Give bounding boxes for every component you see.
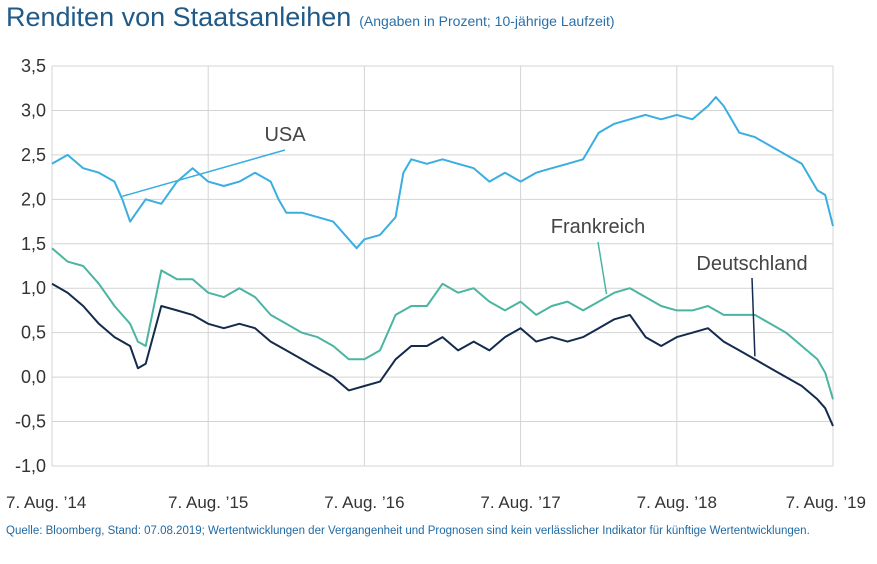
y-tick-label: -0,5 bbox=[15, 412, 46, 432]
y-tick-label: 1,0 bbox=[21, 278, 46, 298]
y-tick-label: 0,5 bbox=[21, 323, 46, 343]
series-lines bbox=[51, 96, 834, 427]
y-tick-label: 0,0 bbox=[21, 367, 46, 387]
series-labels: USA Frankreich Deutschland bbox=[122, 124, 808, 357]
line-chart: 3,5 3,0 2,5 2,0 1,5 1,0 0,5 0,0 -0,5 -1,0 7. Aug.… bbox=[6, 56, 866, 512]
x-tick-label: 7. Aug. ’18 bbox=[637, 493, 717, 512]
y-tick-label: 1,5 bbox=[21, 234, 46, 254]
series-line-usa bbox=[51, 96, 834, 250]
grid bbox=[51, 65, 834, 467]
source-note: Quelle: Bloomberg, Stand: 07.08.2019; We… bbox=[6, 525, 810, 537]
chart-title-block: Renditen von Staatsanleihen (Angaben in P… bbox=[6, 2, 615, 33]
series-label-frankreich: Frankreich bbox=[551, 216, 645, 238]
y-tick-label: 3,0 bbox=[21, 100, 46, 120]
x-tick-label: 7. Aug. ’19 bbox=[786, 493, 866, 512]
y-tick-label: 3,5 bbox=[21, 56, 46, 76]
y-tick-label: -1,0 bbox=[15, 456, 46, 476]
series-line-deutschland bbox=[51, 282, 834, 427]
y-tick-label: 2,5 bbox=[21, 145, 46, 165]
label-leader-usa bbox=[122, 149, 286, 198]
x-tick-label: 7. Aug. ’14 bbox=[6, 493, 86, 512]
label-leader-deutschland bbox=[751, 277, 756, 357]
y-tick-label: 2,0 bbox=[21, 189, 46, 209]
label-leader-frankreich bbox=[597, 241, 608, 295]
chart-title: Renditen von Staatsanleihen bbox=[6, 2, 352, 32]
x-axis-ticks: 7. Aug. ’14 7. Aug. ’15 7. Aug. ’16 7. Aug.… bbox=[6, 493, 866, 512]
x-tick-label: 7. Aug. ’16 bbox=[324, 493, 404, 512]
y-axis-ticks: 3,5 3,0 2,5 2,0 1,5 1,0 0,5 0,0 -0,5 -1,0 bbox=[15, 56, 46, 476]
series-label-usa: USA bbox=[264, 124, 306, 146]
x-tick-label: 7. Aug. ’15 bbox=[168, 493, 248, 512]
series-label-deutschland: Deutschland bbox=[696, 253, 807, 275]
chart-subtitle: (Angaben in Prozent; 10-jährige Laufzeit… bbox=[359, 13, 615, 29]
series-line-frankreich bbox=[51, 247, 834, 400]
x-tick-label: 7. Aug. ’17 bbox=[480, 493, 560, 512]
